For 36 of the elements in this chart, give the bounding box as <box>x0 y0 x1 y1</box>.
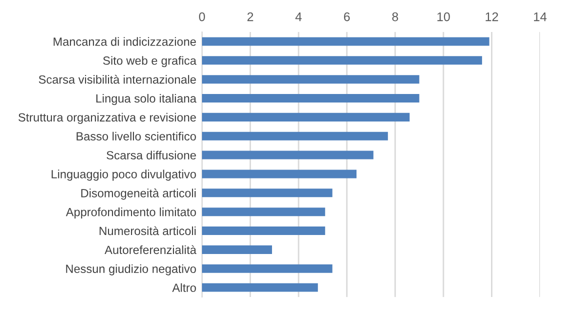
bar <box>202 56 482 65</box>
x-tick-label: 12 <box>486 12 498 22</box>
bar <box>202 283 318 292</box>
y-tick-label: Altro <box>172 283 196 292</box>
bar <box>202 37 490 46</box>
y-tick-label: Sito web e grafica <box>103 56 196 68</box>
y-tick-label: Struttura organizzativa e revisione <box>18 112 196 124</box>
y-tick-label: Mancanza di indicizzazione <box>54 37 196 46</box>
y-tick-label: Numerosità articoli <box>100 226 196 236</box>
x-tick-label: 14 <box>534 12 547 22</box>
x-tick-label: 6 <box>344 12 350 22</box>
y-tick-label: Basso livello scientifico <box>76 132 196 140</box>
x-tick-label: 4 <box>295 12 302 22</box>
bar <box>202 112 410 122</box>
bar <box>202 245 272 254</box>
bar <box>202 188 332 198</box>
y-tick-label: Scarsa diffusione <box>106 150 196 160</box>
bar <box>202 226 326 236</box>
y-tick-label: Linguaggio poco divulgativo <box>52 170 196 181</box>
x-tick-label: 8 <box>392 12 398 22</box>
y-tick-label: Nessun giudizio negativo <box>66 264 196 276</box>
x-tick-label: 0 <box>199 12 205 22</box>
bar <box>202 170 357 178</box>
bar <box>202 264 332 273</box>
bar <box>202 132 388 140</box>
bar <box>202 208 326 216</box>
x-tick-label: 10 <box>437 12 450 22</box>
bar <box>202 75 420 84</box>
y-tick-label: Autoreferenzialità <box>104 245 196 254</box>
y-tick-label: Lingua solo italiana <box>96 94 196 105</box>
x-tick-label: 2 <box>247 12 254 22</box>
y-tick-label: Approfondimento limitato <box>66 208 196 219</box>
y-tick-label: Scarsa visibilità internazionale <box>38 74 196 84</box>
bar <box>202 150 374 160</box>
y-tick-label: Disomogeneità articoli <box>81 188 196 200</box>
bar <box>202 94 420 103</box>
